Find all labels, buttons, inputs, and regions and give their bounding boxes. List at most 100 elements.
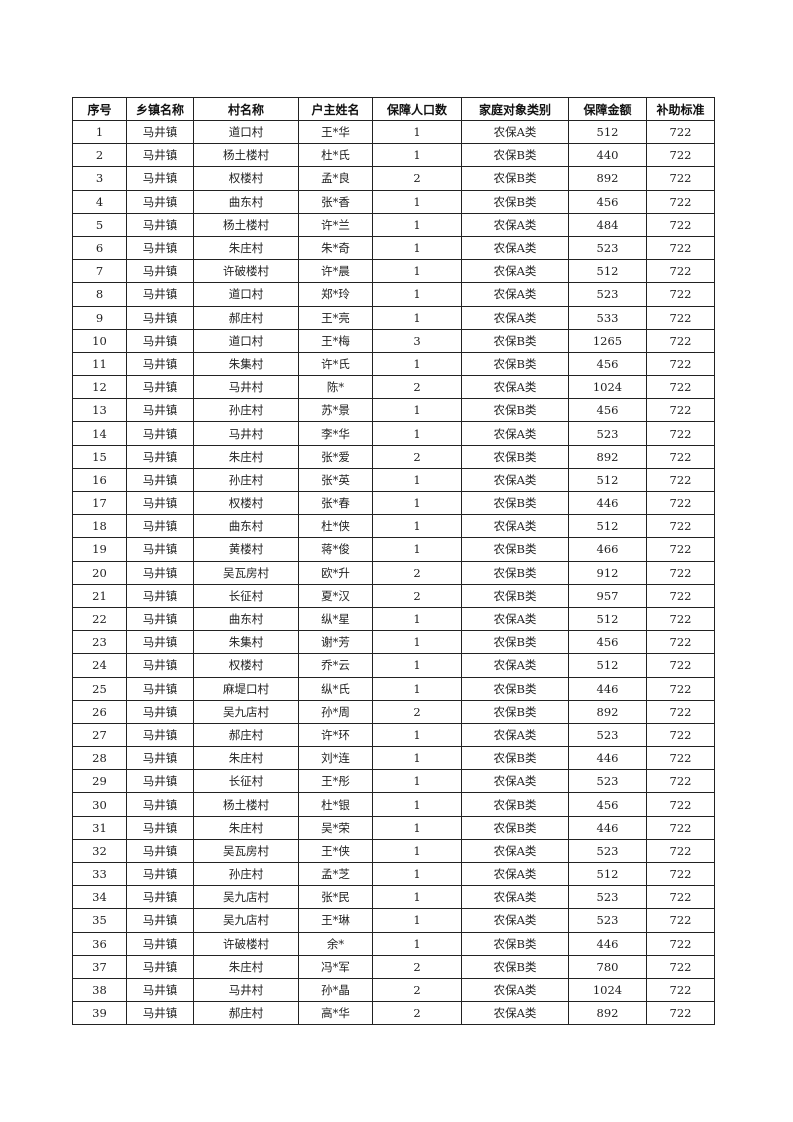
cell-category: 农保B类 [461, 676, 569, 701]
cell-village: 杨土楼村 [193, 143, 299, 168]
cell-population: 1 [372, 931, 462, 956]
cell-village: 朱庄村 [193, 235, 299, 261]
header-householder: 户主姓名 [298, 97, 373, 121]
cell-index: 29 [72, 769, 127, 794]
table-row: 27 马井镇 郝庄村 许*环 1 农保A类 523 722 [72, 722, 715, 748]
cell-population: 2 [372, 166, 462, 191]
cell-index: 7 [72, 259, 127, 284]
cell-village: 麻堤口村 [193, 676, 299, 701]
cell-category: 农保A类 [461, 769, 569, 794]
cell-village: 吴九店村 [193, 885, 299, 910]
cell-category: 农保B类 [461, 143, 569, 168]
cell-index: 22 [72, 606, 127, 632]
header-amount: 保障金额 [568, 97, 647, 121]
cell-township: 马井镇 [126, 282, 194, 307]
cell-index: 23 [72, 630, 127, 655]
cell-township: 马井镇 [126, 630, 194, 655]
cell-category: 农保A类 [461, 305, 569, 330]
cell-householder: 杜*银 [298, 792, 373, 817]
cell-amount: 456 [568, 398, 647, 423]
cell-category: 农保A类 [461, 838, 569, 864]
cell-population: 2 [372, 583, 462, 608]
cell-township: 马井镇 [126, 375, 194, 400]
table-row: 39 马井镇 郝庄村 高*华 2 农保A类 892 722 [72, 1001, 715, 1026]
table-row: 4 马井镇 曲东村 张*香 1 农保B类 456 722 [72, 189, 715, 214]
cell-householder: 乔*云 [298, 653, 373, 678]
cell-amount: 512 [568, 861, 647, 887]
cell-index: 25 [72, 676, 127, 701]
cell-householder: 吴*荣 [298, 815, 373, 840]
cell-amount: 892 [568, 166, 647, 191]
cell-village: 曲东村 [193, 514, 299, 539]
cell-category: 农保A类 [461, 375, 569, 400]
cell-village: 道口村 [193, 282, 299, 307]
cell-index: 14 [72, 421, 127, 446]
cell-township: 马井镇 [126, 189, 194, 214]
cell-amount: 512 [568, 119, 647, 145]
cell-amount: 892 [568, 1001, 647, 1026]
cell-category: 农保B类 [461, 490, 569, 516]
cell-index: 33 [72, 861, 127, 887]
cell-population: 2 [372, 954, 462, 979]
cell-householder: 李*华 [298, 421, 373, 446]
header-row: 序号 乡镇名称 村名称 户主姓名 保障人口数 家庭对象类别 保障金额 补助标准 [72, 97, 715, 121]
cell-standard: 722 [646, 537, 715, 562]
table-row: 35 马井镇 吴九店村 王*琳 1 农保A类 523 722 [72, 908, 715, 933]
cell-category: 农保A类 [461, 908, 569, 933]
cell-category: 农保A类 [461, 722, 569, 748]
table-row: 18 马井镇 曲东村 杜*侠 1 农保A类 512 722 [72, 514, 715, 539]
cell-category: 农保B类 [461, 583, 569, 608]
cell-householder: 谢*芳 [298, 630, 373, 655]
cell-standard: 722 [646, 746, 715, 771]
table-row: 38 马井镇 马井村 孙*晶 2 农保A类 1024 722 [72, 977, 715, 1003]
cell-category: 农保A类 [461, 235, 569, 261]
cell-village: 郝庄村 [193, 1001, 299, 1026]
cell-amount: 484 [568, 212, 647, 237]
cell-population: 2 [372, 977, 462, 1003]
cell-amount: 523 [568, 885, 647, 910]
table-row: 19 马井镇 黄楼村 蒋*俊 1 农保B类 466 722 [72, 537, 715, 562]
cell-category: 农保A类 [461, 119, 569, 145]
cell-population: 1 [372, 746, 462, 771]
cell-category: 农保A类 [461, 467, 569, 493]
cell-amount: 512 [568, 467, 647, 493]
cell-township: 马井镇 [126, 746, 194, 771]
cell-category: 农保B类 [461, 351, 569, 377]
cell-index: 11 [72, 351, 127, 377]
cell-category: 农保B类 [461, 630, 569, 655]
cell-index: 28 [72, 746, 127, 771]
cell-category: 农保A类 [461, 212, 569, 237]
cell-standard: 722 [646, 861, 715, 887]
cell-index: 6 [72, 235, 127, 261]
table-row: 25 马井镇 麻堤口村 纵*氏 1 农保B类 446 722 [72, 676, 715, 701]
cell-village: 吴瓦房村 [193, 838, 299, 864]
table-row: 13 马井镇 孙庄村 苏*景 1 农保B类 456 722 [72, 398, 715, 423]
cell-population: 1 [372, 676, 462, 701]
cell-village: 孙庄村 [193, 861, 299, 887]
cell-standard: 722 [646, 351, 715, 377]
cell-standard: 722 [646, 189, 715, 214]
cell-index: 3 [72, 166, 127, 191]
cell-population: 1 [372, 351, 462, 377]
cell-village: 长征村 [193, 769, 299, 794]
cell-standard: 722 [646, 235, 715, 261]
table-row: 11 马井镇 朱集村 许*氏 1 农保B类 456 722 [72, 351, 715, 377]
cell-population: 1 [372, 792, 462, 817]
cell-township: 马井镇 [126, 143, 194, 168]
cell-householder: 孟*良 [298, 166, 373, 191]
cell-index: 24 [72, 653, 127, 678]
cell-index: 17 [72, 490, 127, 516]
cell-township: 马井镇 [126, 838, 194, 864]
cell-village: 吴九店村 [193, 699, 299, 724]
cell-population: 1 [372, 722, 462, 748]
cell-index: 1 [72, 119, 127, 145]
table-row: 23 马井镇 朱集村 谢*芳 1 农保B类 456 722 [72, 630, 715, 655]
cell-population: 1 [372, 885, 462, 910]
cell-township: 马井镇 [126, 954, 194, 979]
header-township: 乡镇名称 [126, 97, 194, 121]
cell-village: 郝庄村 [193, 722, 299, 748]
cell-index: 37 [72, 954, 127, 979]
cell-householder: 张*香 [298, 189, 373, 214]
cell-township: 马井镇 [126, 606, 194, 632]
cell-amount: 523 [568, 235, 647, 261]
